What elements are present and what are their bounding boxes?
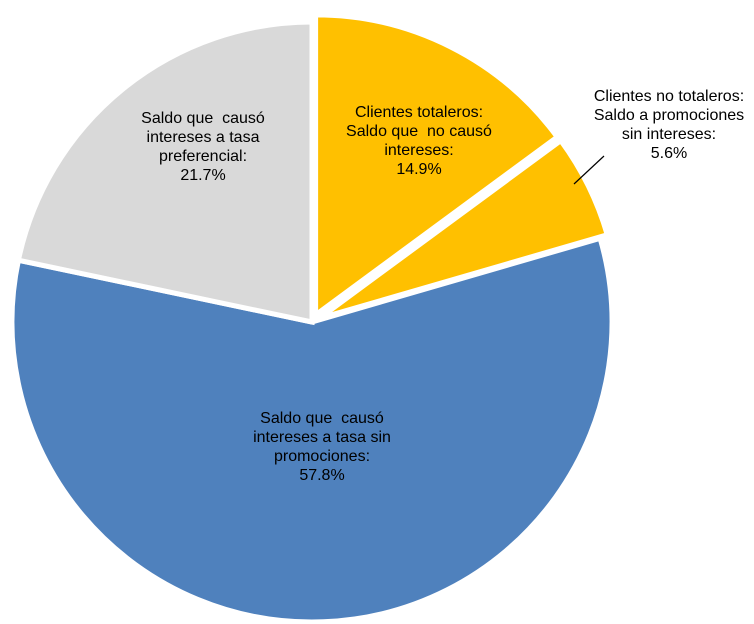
slice-label-1: Clientes no totaleros: Saldo a promocione… (594, 88, 744, 162)
slice-label-line: Clientes totaleros: (355, 104, 483, 121)
slice-label-line: intereses: (384, 142, 453, 159)
slice-label-line: 57.8% (299, 467, 344, 484)
slice-label-line: 14.9% (396, 161, 441, 178)
pie-slice-2 (9, 235, 615, 624)
slice-label-line: promociones: (274, 448, 370, 465)
slice-label-line: Saldo que no causó (346, 123, 492, 140)
slice-label-line: Saldo a promociones (594, 107, 744, 124)
slice-label-0: Clientes totaleros: Saldo que no causó int… (346, 104, 492, 178)
slice-label-3: Saldo que causó intereses a tasa preferenc… (141, 110, 265, 184)
leader-line (573, 155, 605, 185)
slice-label-line: 21.7% (180, 167, 225, 184)
pie-slice-0 (313, 12, 561, 320)
slice-label-2: Saldo que causó intereses a tasa sin promo… (253, 410, 391, 484)
slice-label-line: Clientes no totaleros: (594, 88, 744, 105)
pie-slice-1 (317, 137, 611, 321)
slice-label-line: 5.6% (651, 145, 687, 162)
slice-label-line: intereses a tasa sin (253, 429, 391, 446)
slice-label-line: Saldo que causó (141, 110, 265, 127)
pie-slice-3 (15, 19, 315, 326)
slice-label-line: sin intereses: (622, 126, 716, 143)
slice-label-line: preferencial: (159, 148, 247, 165)
slice-label-line: Saldo que causó (260, 410, 384, 427)
slice-label-line: intereses a tasa (147, 129, 260, 146)
